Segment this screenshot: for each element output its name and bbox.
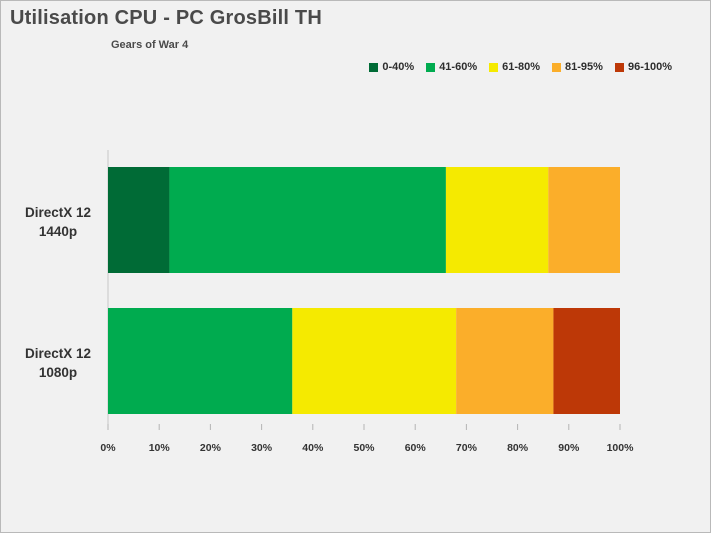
legend-label: 96-100% xyxy=(627,61,672,73)
x-tick-label: 50% xyxy=(353,442,375,454)
category-label: DirectX 12 xyxy=(25,205,91,220)
legend-label: 0-40% xyxy=(382,61,415,73)
x-tick-label: 10% xyxy=(149,442,171,454)
x-tick-label: 30% xyxy=(251,442,273,454)
legend-label: 61-80% xyxy=(502,61,541,73)
bar-segment xyxy=(445,167,549,273)
bar-segment xyxy=(169,167,446,273)
bar-segment xyxy=(108,308,293,414)
legend-item: 41-60% xyxy=(426,61,477,73)
legend-swatch xyxy=(614,62,624,72)
category-label: 1080p xyxy=(39,365,77,380)
chart-legend: 0-40% 41-60% 61-80% 81-95% 96-100% xyxy=(369,61,672,73)
x-tick-label: 60% xyxy=(405,442,427,454)
legend-item: 96-100% xyxy=(614,61,672,73)
legend-label: 41-60% xyxy=(439,61,478,73)
legend-swatch xyxy=(489,62,499,72)
bar-segment xyxy=(108,167,170,273)
chart-title: Utilisation CPU - PC GrosBill TH xyxy=(10,7,322,29)
bar-segment xyxy=(456,308,554,414)
legend-label: 81-95% xyxy=(565,61,603,73)
x-tick-label: 80% xyxy=(507,442,529,454)
category-label: 1440p xyxy=(39,224,77,239)
bar-segment xyxy=(292,308,457,414)
x-tick-label: 20% xyxy=(200,442,222,454)
x-tick-label: 100% xyxy=(607,442,635,454)
x-tick-label: 0% xyxy=(100,442,116,454)
legend-item: 81-95% xyxy=(552,61,603,73)
bar-segment xyxy=(553,308,620,414)
legend-item: 61-80% xyxy=(489,61,540,73)
legend-swatch xyxy=(369,62,379,72)
legend-swatch xyxy=(426,62,436,72)
chart-subtitle: Gears of War 4 xyxy=(111,39,189,51)
category-label: DirectX 12 xyxy=(25,346,91,361)
legend-item: 0-40% xyxy=(369,61,414,73)
x-tick-label: 40% xyxy=(302,442,324,454)
x-tick-label: 90% xyxy=(558,442,580,454)
x-tick-label: 70% xyxy=(456,442,478,454)
legend-swatch xyxy=(552,62,562,72)
bar-segment xyxy=(548,167,620,273)
